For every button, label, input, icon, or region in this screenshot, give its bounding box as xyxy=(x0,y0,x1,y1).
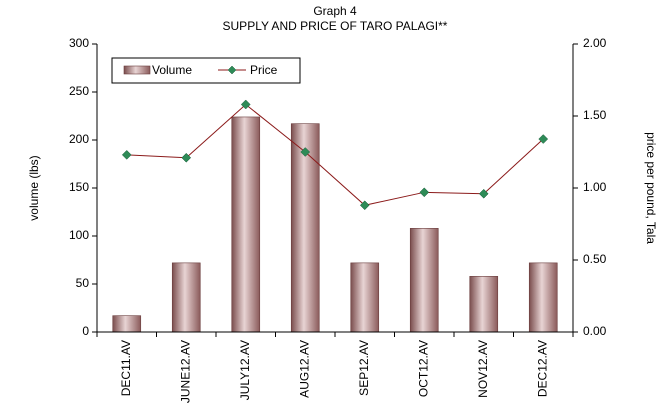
chart-subtitle: SUPPLY AND PRICE OF TARO PALAGI** xyxy=(223,19,448,33)
y-tick-label: 200 xyxy=(69,132,89,146)
price-marker xyxy=(538,134,549,144)
bar xyxy=(350,262,380,333)
price-marker xyxy=(478,188,489,199)
x-tick-label: NOV12.AV xyxy=(476,340,490,398)
y-tick-label: 100 xyxy=(69,228,89,242)
y2-tick-label: 0.00 xyxy=(583,324,607,338)
y-tick-label: 150 xyxy=(69,180,89,194)
y2-axis-label: price per pound, Tala xyxy=(644,132,658,244)
price-marker xyxy=(300,147,311,157)
legend-label: Volume xyxy=(152,63,192,77)
price-line xyxy=(126,103,544,206)
y-axis-label: volume (lbs) xyxy=(27,155,41,220)
y-tick-label: 250 xyxy=(69,84,89,98)
x-tick-label: JULY12.AV xyxy=(238,340,252,400)
bar xyxy=(528,262,558,333)
price-marker xyxy=(419,187,430,198)
bar xyxy=(171,262,201,333)
price-marker xyxy=(121,150,132,160)
price-marker xyxy=(240,99,251,110)
legend-swatch xyxy=(123,65,151,75)
bar xyxy=(290,123,320,333)
y2-tick-label: 0.50 xyxy=(583,252,607,266)
bar xyxy=(112,315,142,333)
y-tick-label: 0 xyxy=(82,324,89,338)
y2-tick-label: 1.00 xyxy=(583,180,607,194)
bar xyxy=(409,228,439,333)
legend: Volume Price xyxy=(111,57,301,84)
bar xyxy=(231,116,261,333)
x-tick-label: AUG12.AV xyxy=(297,340,311,398)
x-tick-label: DEC11.AV xyxy=(119,340,133,396)
x-tick-label: JUNE12.AV xyxy=(178,340,192,403)
bar xyxy=(469,276,499,333)
legend-label: Price xyxy=(250,63,278,77)
y-tick-label: 50 xyxy=(76,276,90,290)
y2-tick-label: 1.50 xyxy=(583,108,607,122)
chart-title: Graph 4 xyxy=(313,4,357,18)
price-marker xyxy=(181,152,192,163)
x-tick-label: SEP12.AV xyxy=(357,340,371,396)
x-tick-label: OCT12.AV xyxy=(416,340,430,397)
y-tick-label: 300 xyxy=(69,36,89,50)
y2-tick-label: 2.00 xyxy=(583,36,607,50)
legend-marker xyxy=(227,65,237,75)
x-tick-label: DEC12.AV xyxy=(535,340,549,397)
price-marker xyxy=(359,200,370,211)
